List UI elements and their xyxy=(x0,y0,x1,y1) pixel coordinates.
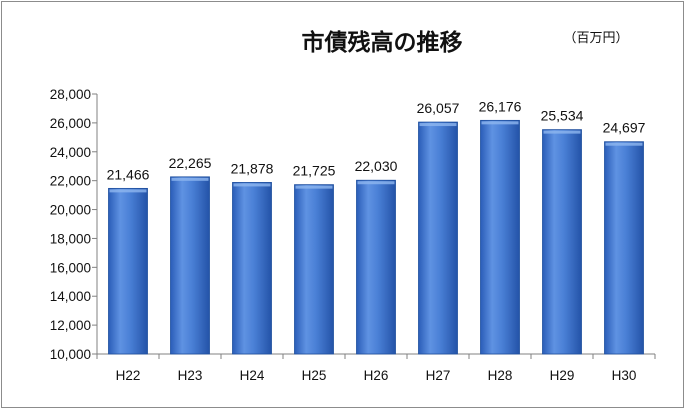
chart-title: 市債残高の推移 xyxy=(302,29,463,56)
data-label: 25,534 xyxy=(541,108,584,124)
y-tick-label: 28,000 xyxy=(50,87,91,102)
bars xyxy=(108,119,644,355)
bar xyxy=(232,182,272,355)
y-tick-label: 18,000 xyxy=(50,231,91,246)
bar xyxy=(294,184,334,355)
y-tick-label: 26,000 xyxy=(50,116,91,131)
bar-top-highlight xyxy=(605,142,643,146)
data-label: 24,697 xyxy=(603,120,646,136)
x-tick-label: H29 xyxy=(550,368,575,383)
x-axis: H22 H23 H24 H25 H26 H27 H28 H29 H30 xyxy=(96,353,656,383)
bar-top-highlight xyxy=(233,183,271,187)
bar-top-highlight xyxy=(543,130,581,134)
bar xyxy=(542,129,582,355)
data-label: 22,030 xyxy=(355,158,398,174)
y-tick-label: 24,000 xyxy=(50,145,91,160)
data-label: 26,176 xyxy=(479,98,522,114)
bar-top-highlight xyxy=(357,181,395,185)
data-label: 22,265 xyxy=(169,155,212,171)
bar-top-highlight xyxy=(295,185,333,189)
bar xyxy=(418,121,458,355)
data-label: 21,466 xyxy=(107,166,150,182)
bar-top-highlight xyxy=(419,123,457,127)
bar xyxy=(480,119,520,355)
x-tick-label: H22 xyxy=(116,368,141,383)
bar xyxy=(604,141,644,355)
data-labels: 21,466 22,265 21,878 21,725 22,030 26,057 26,1… xyxy=(107,98,646,182)
y-tick-label: 12,000 xyxy=(50,318,91,333)
x-tick-label: H27 xyxy=(426,368,451,383)
data-label: 26,057 xyxy=(417,100,460,116)
y-tick-label: 16,000 xyxy=(50,260,91,275)
bar xyxy=(170,176,210,355)
x-tick-label: H26 xyxy=(364,368,389,383)
bar-top-highlight xyxy=(109,189,147,193)
bar xyxy=(108,187,148,355)
x-tick-label: H25 xyxy=(302,368,327,383)
x-tick-label: H28 xyxy=(488,368,513,383)
y-tick-label: 14,000 xyxy=(50,289,91,304)
bar-top-highlight xyxy=(171,177,209,181)
bar-top-highlight xyxy=(481,121,519,125)
x-tick-label: H23 xyxy=(178,368,203,383)
x-tick-label: H24 xyxy=(240,368,265,383)
x-tick-label: H30 xyxy=(612,368,637,383)
data-label: 21,725 xyxy=(293,163,336,179)
y-axis: 10,000 12,000 14,000 16,000 18,000 20,000 22,0… xyxy=(50,87,98,362)
y-tick-label: 20,000 xyxy=(50,203,91,218)
unit-label: （百万円） xyxy=(563,31,628,46)
y-tick-label: 22,000 xyxy=(50,174,91,189)
data-label: 21,878 xyxy=(231,160,274,176)
bar xyxy=(356,179,396,355)
y-tick-label: 10,000 xyxy=(50,347,91,362)
